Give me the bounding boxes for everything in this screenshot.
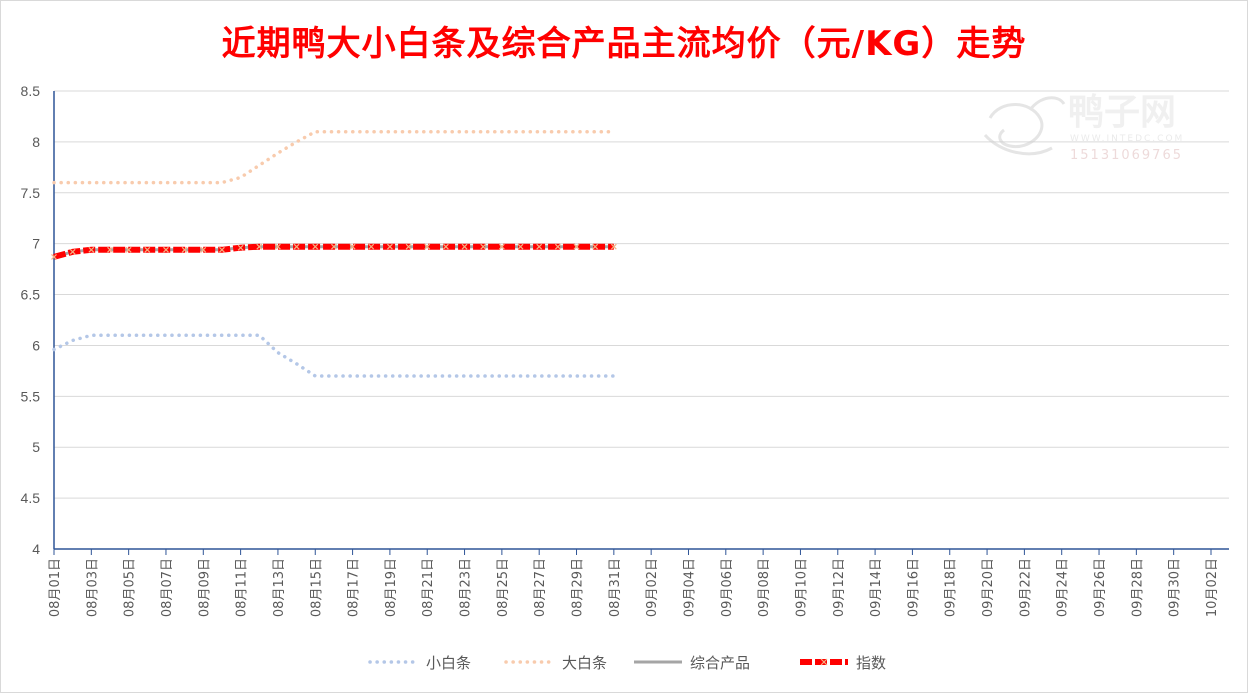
legend-marker [820, 658, 828, 666]
x-tick-label: 09月14日 [869, 558, 884, 617]
x-tick-label: 10月02日 [1205, 558, 1220, 617]
y-tick-label: 8 [32, 134, 40, 150]
x-tick-label: 09月16日 [906, 558, 921, 617]
x-tick-label: 08月01日 [48, 558, 63, 617]
series-marker-指数 [386, 243, 393, 250]
x-tick-label: 09月22日 [1018, 558, 1033, 617]
series-marker-指数 [536, 243, 543, 250]
x-tick-label: 08月15日 [309, 558, 324, 617]
series-marker-指数 [275, 243, 281, 250]
watermark-phone: 15131069765 [1070, 148, 1183, 163]
series-marker-指数 [219, 246, 225, 253]
series-marker-指数 [554, 243, 561, 250]
x-tick-label: 08月17日 [347, 558, 362, 617]
x-tick-label: 09月04日 [682, 558, 697, 617]
series-marker-指数 [592, 243, 599, 250]
x-tick-label: 09月12日 [832, 558, 847, 617]
series-line-大白条 [52, 129, 616, 185]
series-lines [51, 129, 617, 378]
y-tick-label: 5.5 [21, 388, 41, 404]
x-tick-label: 08月03日 [85, 558, 100, 617]
y-tick-label: 6.5 [21, 287, 41, 303]
x-tick-label: 08月11日 [235, 558, 250, 617]
series-marker-指数 [424, 243, 431, 250]
series-marker-指数 [480, 243, 487, 250]
series-marker-指数 [125, 246, 132, 253]
series-marker-指数 [181, 246, 188, 253]
series-marker-指数 [517, 243, 524, 250]
series-marker-指数 [368, 243, 375, 250]
y-tick-label: 7.5 [21, 185, 41, 201]
series-marker-指数 [573, 243, 580, 250]
series-marker-指数 [293, 243, 300, 250]
grid-lines [54, 90, 1229, 499]
y-tick-label: 6 [32, 337, 40, 353]
x-tick-label: 09月26日 [1093, 558, 1108, 617]
x-tick-label: 09月30日 [1168, 558, 1183, 617]
series-marker-指数 [461, 243, 468, 250]
legend: 小白条 大白条 综合产品 指数 [368, 654, 886, 672]
series-marker-指数 [256, 243, 263, 250]
y-tick-label: 4 [32, 541, 40, 557]
series-line-小白条 [52, 333, 616, 378]
watermark-site: WWW.INTEDC.COM [1070, 134, 1184, 144]
x-tick-label: 09月10日 [794, 558, 809, 617]
series-marker-指数 [312, 243, 319, 250]
axes: 8.5 8 7.5 7 6.5 6 5.5 5 4.5 4 08月01日 08月03日 08月05日 08… [21, 83, 1229, 617]
x-tick-label: 08月09日 [197, 558, 212, 617]
series-marker-指数 [107, 246, 113, 253]
series-marker-指数 [69, 248, 76, 255]
series-marker-指数 [610, 243, 617, 250]
x-tick-label: 09月20日 [981, 558, 996, 617]
x-tick-label: 08月05日 [123, 558, 138, 617]
y-tick-label: 7 [32, 236, 40, 252]
x-tick-label: 09月02日 [645, 558, 660, 617]
x-tick-label: 08月21日 [421, 558, 436, 617]
series-marker-指数 [88, 246, 95, 253]
series-marker-指数 [349, 243, 356, 250]
x-tick-label: 08月25日 [496, 558, 511, 617]
x-tick-label: 08月31日 [608, 558, 623, 617]
x-tick-label: 09月18日 [944, 558, 959, 617]
watermark-name: 鸭子网 [1068, 92, 1176, 133]
series-marker-指数 [51, 253, 57, 260]
series-marker-指数 [405, 243, 412, 250]
y-tick-label: 4.5 [21, 490, 41, 506]
x-tick-label: 08月07日 [160, 558, 175, 617]
y-tick-label: 8.5 [21, 83, 41, 99]
y-tick-label: 5 [32, 439, 40, 455]
series-marker-指数 [163, 246, 169, 253]
x-tick-label: 09月06日 [720, 558, 735, 617]
chart-title: 近期鸭大小白条及综合产品主流均价（元/KG）走势 [221, 24, 1027, 64]
watermark: 鸭子网 WWW.INTEDC.COM 15131069765 [983, 92, 1184, 163]
x-tick-label: 08月23日 [459, 558, 474, 617]
legend-label: 小白条 [426, 654, 471, 672]
series-line-指数 [53, 243, 614, 260]
legend-label: 大白条 [562, 654, 607, 672]
series-marker-指数 [442, 243, 449, 250]
legend-label: 综合产品 [690, 654, 750, 672]
series-marker-指数 [498, 243, 505, 250]
x-tick-label: 08月29日 [571, 558, 586, 617]
legend-label: 指数 [856, 654, 886, 672]
x-tick-label: 08月27日 [533, 558, 548, 617]
duck-logo-icon [983, 96, 1066, 156]
series-marker-指数 [237, 244, 244, 251]
x-tick-label: 08月19日 [384, 558, 399, 617]
x-tick-label: 09月28日 [1130, 558, 1145, 617]
x-tick-label: 09月08日 [757, 558, 772, 617]
series-marker-指数 [144, 246, 151, 253]
x-tick-label: 08月13日 [272, 558, 287, 617]
series-marker-指数 [330, 243, 337, 250]
x-tick-label: 09月24日 [1056, 558, 1071, 617]
series-marker-指数 [200, 246, 207, 253]
